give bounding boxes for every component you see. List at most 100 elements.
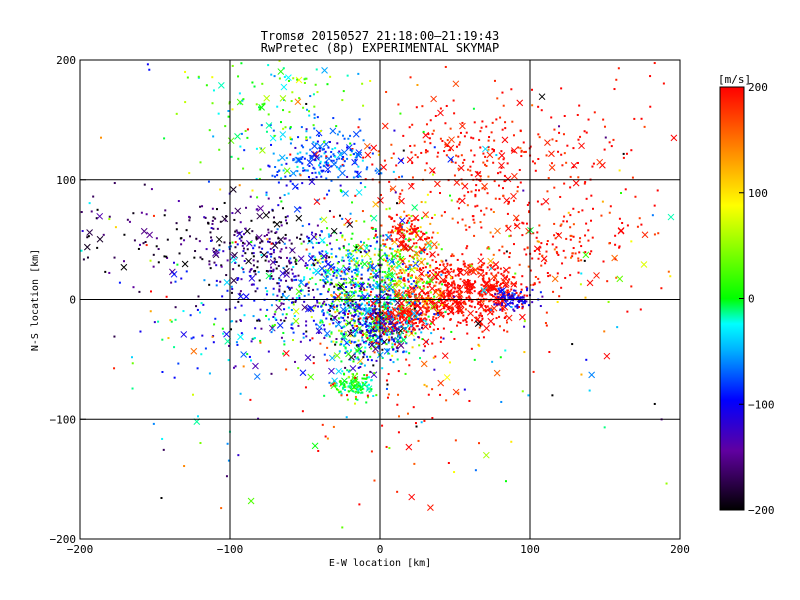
data-point <box>369 245 372 248</box>
data-point <box>292 172 295 175</box>
data-point <box>155 237 158 240</box>
data-point <box>145 213 148 216</box>
data-point <box>252 247 255 250</box>
data-point <box>272 129 275 132</box>
data-point <box>475 184 478 187</box>
data-point <box>410 220 413 223</box>
data-point <box>399 269 402 272</box>
data-point <box>571 252 574 255</box>
data-point <box>339 184 342 187</box>
data-point <box>649 75 652 78</box>
data-point <box>325 317 328 320</box>
data-point <box>340 340 343 343</box>
data-point <box>427 296 430 299</box>
data-point <box>389 358 392 361</box>
data-point <box>477 292 480 295</box>
data-point <box>219 220 222 223</box>
data-point <box>486 305 489 308</box>
data-point <box>348 249 351 252</box>
data-point-cross <box>262 211 270 219</box>
data-point <box>423 258 426 261</box>
data-point <box>525 253 528 256</box>
data-point <box>255 236 258 239</box>
data-point <box>386 329 389 332</box>
data-point <box>386 261 389 264</box>
data-point <box>587 239 590 242</box>
data-point <box>291 297 294 300</box>
data-point <box>548 208 551 211</box>
data-point <box>405 358 408 361</box>
data-point <box>576 113 579 116</box>
data-point <box>306 235 309 238</box>
data-point <box>559 224 562 227</box>
data-point <box>523 248 526 251</box>
data-point <box>196 367 199 370</box>
data-point <box>368 262 371 265</box>
data-point-cross <box>323 330 331 337</box>
data-point <box>460 297 463 300</box>
data-point <box>305 136 308 139</box>
data-point-cross <box>295 76 303 84</box>
data-point <box>429 142 432 145</box>
data-point <box>613 88 616 91</box>
data-point-cross <box>293 206 301 213</box>
data-point <box>359 366 362 369</box>
data-point <box>369 335 372 338</box>
data-point <box>370 450 373 453</box>
data-point <box>250 340 253 343</box>
data-point <box>414 321 417 324</box>
data-point <box>113 367 116 370</box>
data-point <box>382 333 385 336</box>
data-point <box>234 261 237 264</box>
data-point <box>239 294 242 297</box>
data-point <box>133 239 136 242</box>
data-point <box>211 76 214 79</box>
data-point <box>402 279 405 282</box>
data-point <box>430 322 433 325</box>
data-point <box>314 233 317 236</box>
data-point <box>237 454 240 457</box>
data-point-cross <box>398 233 405 240</box>
data-point <box>401 228 404 231</box>
data-point-cross <box>180 331 188 338</box>
data-point <box>327 162 330 165</box>
data-point <box>371 304 374 307</box>
data-point <box>577 271 580 274</box>
data-point <box>413 218 416 221</box>
data-point <box>433 295 436 298</box>
data-point <box>324 435 327 438</box>
data-point-cross <box>492 261 500 268</box>
data-point <box>212 89 215 92</box>
data-point <box>330 248 333 251</box>
data-point <box>242 271 245 274</box>
data-point-cross <box>335 367 343 375</box>
data-point <box>130 356 133 359</box>
data-point <box>396 403 399 406</box>
data-point-cross <box>456 268 464 276</box>
data-point <box>401 268 404 271</box>
data-point <box>354 324 357 327</box>
data-point <box>342 277 345 280</box>
data-point-cross <box>540 255 548 263</box>
data-point <box>230 291 233 294</box>
data-point <box>392 338 395 341</box>
data-point <box>361 329 364 332</box>
y-tick-label: 100 <box>56 174 76 187</box>
data-point <box>382 324 385 327</box>
data-point <box>296 78 299 81</box>
data-point <box>225 475 228 478</box>
data-point <box>350 291 353 294</box>
data-point-cross <box>497 288 504 295</box>
data-point <box>505 250 508 253</box>
data-point <box>460 154 463 157</box>
data-point <box>473 221 476 224</box>
data-point <box>448 361 451 364</box>
data-point <box>357 345 360 348</box>
data-point <box>350 283 353 286</box>
data-point <box>240 239 243 242</box>
data-point <box>390 143 393 146</box>
data-point <box>312 141 315 144</box>
data-point <box>412 280 415 283</box>
data-point <box>402 239 405 242</box>
data-point <box>363 341 366 344</box>
